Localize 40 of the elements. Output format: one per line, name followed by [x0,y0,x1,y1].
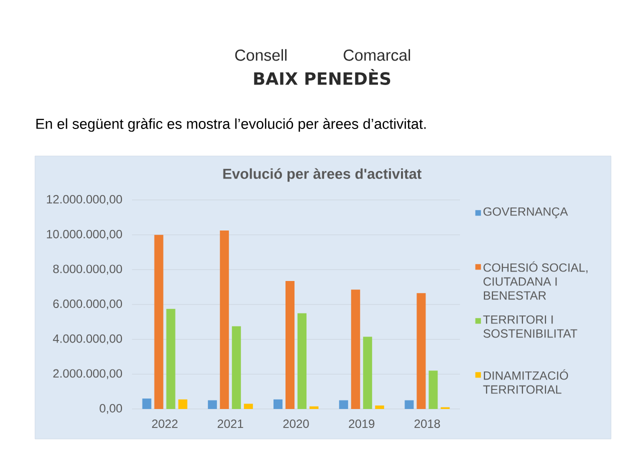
bar [428,370,438,409]
x-tick-label: 2020 [283,420,309,428]
bar [154,234,164,409]
bar [274,399,283,409]
legend-label: GOVERNANÇA [484,207,568,218]
bar [142,398,152,409]
x-tick-label: 2018 [414,420,440,428]
bar [208,400,217,409]
bar [351,290,360,409]
bar [166,308,176,409]
bar [298,313,307,409]
bar [416,293,426,409]
bar [286,280,295,409]
y-tick-label: 4.000.000,00 [52,334,122,344]
y-tick-label: 8.000.000,00 [53,264,122,275]
legend-label: COHESIÓ SOCIAL, CIUTADANA I BENESTAR [484,261,588,300]
text: BAIX PENEDÈS [254,69,390,85]
bar [310,406,319,409]
bar [375,406,384,409]
text: Consell [235,49,286,61]
bar [244,404,253,409]
y-tick-label: 12.000.000,00 [46,195,122,205]
text: Comarcal [344,49,410,61]
bar [363,336,372,409]
bar [232,326,241,409]
y-tick-label: 10.000.000,00 [46,230,122,240]
bar [178,399,188,409]
bar [339,400,348,409]
bar [220,230,229,409]
text: En el següent gràfic es mostra l’evolució per àrees d’activitat. [36,118,426,132]
y-tick-label: 0,00 [100,404,122,414]
x-tick-label: 2021 [218,420,244,428]
y-tick-label: 6.000.000,00 [53,300,122,310]
chart-title: Evolució per àrees d'activitat [223,168,422,182]
x-tick-label: 2019 [348,420,374,428]
y-tick-label: 2.000.000,00 [53,369,122,380]
bar [404,400,414,409]
legend-label: TERRITORI I SOSTENIBILITAT [483,315,578,338]
legend-label: DINAMITZACIÓ TERRITORIAL [483,369,568,394]
x-tick-label: 2022 [152,420,178,428]
